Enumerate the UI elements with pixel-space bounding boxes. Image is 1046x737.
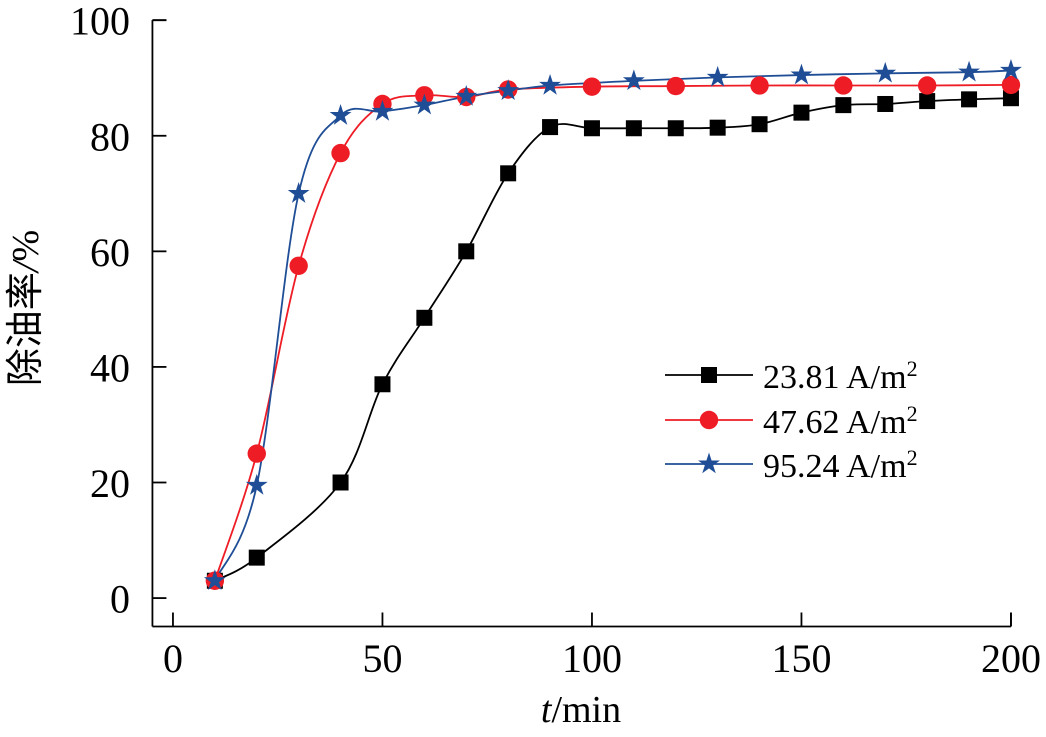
svg-text:80: 80 bbox=[90, 114, 130, 159]
svg-text:23.81 A/m2: 23.81 A/m2 bbox=[763, 356, 918, 397]
svg-text:20: 20 bbox=[90, 461, 130, 506]
svg-text:t/min: t/min bbox=[541, 689, 621, 731]
svg-text:100: 100 bbox=[562, 636, 622, 681]
svg-text:40: 40 bbox=[90, 346, 130, 391]
svg-text:60: 60 bbox=[90, 230, 130, 275]
svg-text:200: 200 bbox=[981, 636, 1041, 681]
svg-text:除油率/%: 除油率/% bbox=[5, 230, 47, 386]
svg-text:95.24 A/m2: 95.24 A/m2 bbox=[763, 445, 918, 486]
svg-text:50: 50 bbox=[362, 636, 402, 681]
svg-text:47.62 A/m2: 47.62 A/m2 bbox=[763, 401, 918, 442]
svg-text:0: 0 bbox=[163, 636, 183, 681]
svg-text:100: 100 bbox=[70, 0, 130, 44]
svg-text:0: 0 bbox=[110, 577, 130, 622]
svg-text:150: 150 bbox=[771, 636, 831, 681]
